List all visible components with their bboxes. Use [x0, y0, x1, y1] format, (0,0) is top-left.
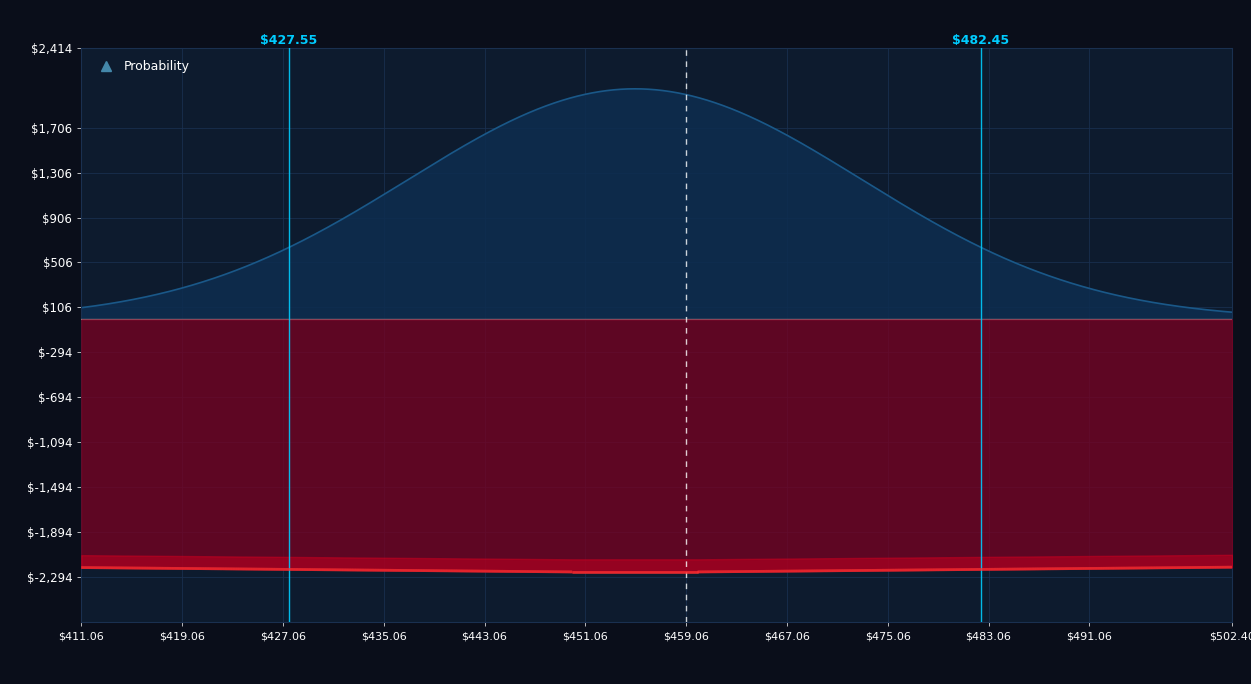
Legend: Probability: Probability — [88, 54, 196, 79]
Text: $482.45: $482.45 — [952, 34, 1010, 47]
Text: $427.55: $427.55 — [260, 34, 318, 47]
